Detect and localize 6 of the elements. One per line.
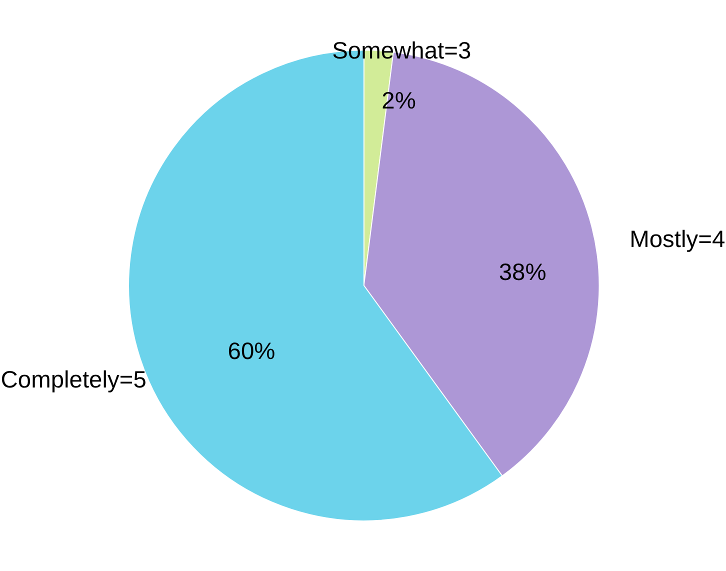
slice-label: Somewhat=3: [332, 38, 472, 64]
data-label: 38%: [498, 260, 546, 286]
slice-label: Completely=5: [0, 367, 146, 394]
slice-label: Mostly=4: [630, 227, 726, 254]
data-label: 60%: [228, 338, 276, 365]
data-label: 2%: [382, 88, 416, 114]
